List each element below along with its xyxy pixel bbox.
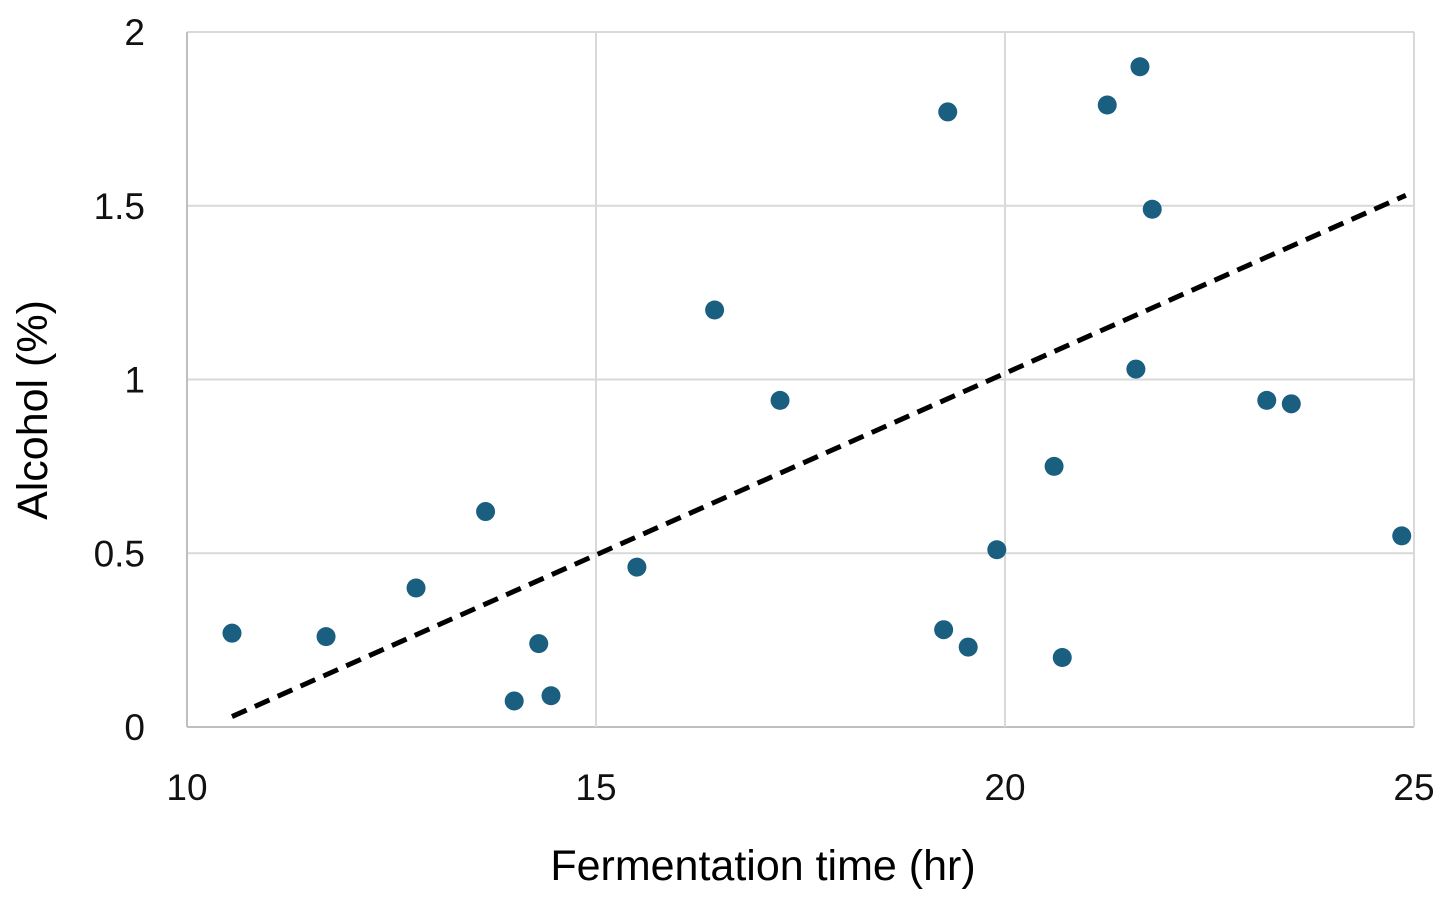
x-tick-label: 20 <box>984 767 1025 808</box>
x-tick-label: 25 <box>1393 767 1434 808</box>
scatter-point <box>529 634 549 654</box>
scatter-point <box>406 578 426 598</box>
scatter-point <box>504 691 524 711</box>
scatter-point <box>316 627 336 647</box>
scatter-point <box>476 502 496 522</box>
scatter-point <box>938 102 958 122</box>
scatter-point <box>934 620 954 640</box>
y-tick-label: 1 <box>124 360 145 401</box>
scatter-point <box>627 557 647 577</box>
data-points <box>222 57 1412 711</box>
grid-lines <box>186 31 1415 728</box>
scatter-point <box>987 540 1007 560</box>
scatter-point <box>222 623 242 643</box>
y-tick-label: 0 <box>124 707 145 748</box>
scatter-point <box>1281 394 1301 414</box>
scatter-point <box>770 390 790 410</box>
scatter-point <box>1392 526 1412 546</box>
y-axis-ticks: 0 0.5 1 1.5 2 <box>94 12 145 748</box>
y-tick-label: 2 <box>124 12 145 53</box>
y-axis-title: Alcohol (%) <box>9 300 57 520</box>
scatter-point <box>1097 95 1117 115</box>
trendline-layer <box>230 193 1407 719</box>
x-axis-title: Fermentation time (hr) <box>550 842 975 890</box>
x-tick-label: 10 <box>166 767 207 808</box>
trendline <box>230 193 1407 719</box>
scatter-point <box>705 300 725 320</box>
y-tick-label: 1.5 <box>94 186 145 227</box>
scatter-point <box>1044 456 1064 476</box>
scatter-point <box>1257 390 1277 410</box>
x-axis-ticks: 10 15 20 25 <box>166 767 1434 808</box>
y-tick-label: 0.5 <box>94 533 145 574</box>
scatter-point <box>1142 199 1162 219</box>
scatter-point <box>541 686 561 706</box>
scatter-point <box>958 637 978 657</box>
scatter-point <box>1130 57 1150 77</box>
x-tick-label: 15 <box>575 767 616 808</box>
scatter-point <box>1052 648 1072 667</box>
scatter-point <box>1126 359 1146 379</box>
